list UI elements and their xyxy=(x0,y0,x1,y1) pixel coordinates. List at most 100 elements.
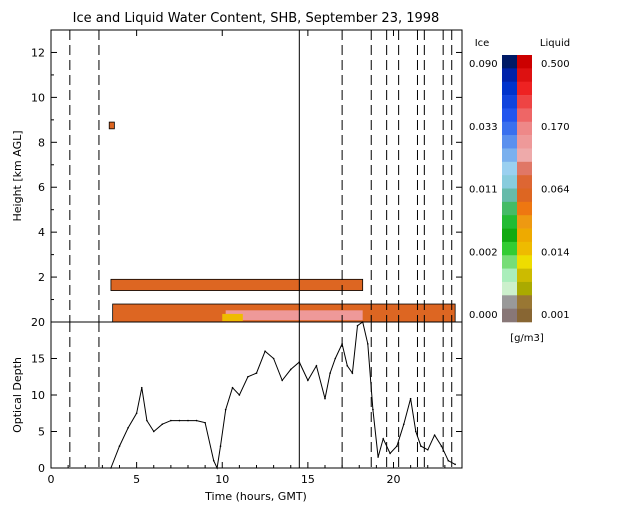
optical-depth-point xyxy=(409,397,412,400)
x-axis-label: Time (hours, GMT) xyxy=(204,490,307,503)
optical-depth-point xyxy=(454,463,456,466)
optical-depth-point xyxy=(187,419,189,422)
colorbar-ice-tick-label: 0.002 xyxy=(469,247,498,258)
colorbar-liquid-cell xyxy=(517,121,532,136)
colorbar-cells xyxy=(502,55,532,323)
colorbar-ice-cell xyxy=(502,295,517,309)
colorbar-liquid-tick-label: 0.014 xyxy=(541,247,570,258)
chart-title: Ice and Liquid Water Content, SHB, Septe… xyxy=(73,11,440,26)
optical-depth-point xyxy=(389,452,391,455)
optical-depth-point xyxy=(377,456,379,458)
optical-depth-point xyxy=(329,372,331,374)
colorbar-ice-cell xyxy=(502,161,517,176)
colorbar-ticks: 0.090 0.033 0.011 0.002 0.000 0.500 0.170 0.064… xyxy=(469,59,570,321)
optical-depth-point xyxy=(127,427,129,429)
cloud-layer-high xyxy=(108,121,115,130)
colorbar-ice-cell xyxy=(502,95,517,109)
colorbar-liquid-cell xyxy=(517,308,532,323)
lower-y-tick-label: 15 xyxy=(31,353,45,366)
water-content-panel: 2 4 6 8 10 12 Height [km AGL] xyxy=(11,29,463,323)
colorbar-ice-cell xyxy=(502,201,517,216)
optical-depth-point xyxy=(346,365,349,367)
colorbar-liquid-cell xyxy=(517,241,532,256)
colorbar-liquid-cell xyxy=(517,55,532,69)
colorbar-liquid-label: Liquid xyxy=(540,38,570,49)
lower-y-tick-label: 10 xyxy=(31,389,45,402)
optical-depth-point xyxy=(161,423,164,426)
colorbar-ice-cell xyxy=(502,255,517,269)
optical-depth-point xyxy=(334,357,337,360)
optical-depth-points xyxy=(110,321,456,469)
lower-vertical-lines xyxy=(69,322,453,468)
optical-depth-point xyxy=(272,357,275,360)
colorbar-ice-cell xyxy=(502,175,517,189)
optical-depth-point xyxy=(224,408,227,411)
cloud-layer-low-edge xyxy=(222,313,243,322)
upper-y-tick-label: 6 xyxy=(38,181,45,194)
colorbar-liquid-cell xyxy=(517,148,532,163)
colorbar-liquid-cell xyxy=(517,161,532,176)
optical-depth-point xyxy=(212,459,215,462)
colorbar-liquid-cell xyxy=(517,255,532,269)
colorbar-ice-cell xyxy=(502,55,517,69)
upper-y-tick-label: 12 xyxy=(31,46,45,59)
upper-vertical-lines xyxy=(69,30,453,322)
optical-depth-point xyxy=(367,343,369,345)
x-ticks: 0 5 10 15 20 xyxy=(48,30,446,486)
optical-depth-point xyxy=(152,430,155,433)
colorbar-ice-cell xyxy=(502,281,517,296)
colorbar-ice-cell xyxy=(502,308,517,323)
colorbar-liquid-tick-label: 0.170 xyxy=(541,122,570,133)
lower-plot-frame xyxy=(50,321,463,469)
lower-y-tick-label: 0 xyxy=(38,462,45,475)
optical-depth-point xyxy=(351,372,354,374)
colorbar-liquid-cell xyxy=(517,295,532,309)
optical-depth-point xyxy=(315,365,318,367)
colorbar-ice-cell xyxy=(502,241,517,256)
lower-y-tick-label: 20 xyxy=(31,316,45,329)
optical-depth-point xyxy=(420,445,422,447)
x-tick-label: 0 xyxy=(48,473,55,486)
colorbar-liquid-cell xyxy=(517,228,532,243)
upper-y-tick-label: 10 xyxy=(31,91,45,104)
optical-depth-point xyxy=(204,421,206,424)
colorbar-ice-label: Ice xyxy=(475,38,490,49)
colorbar-ice-cell xyxy=(502,188,517,203)
optical-depth-point xyxy=(307,379,309,382)
colorbar-unit-label: [g/m3] xyxy=(510,333,544,344)
colorbar-liquid-cell xyxy=(517,81,532,96)
colorbar-liquid-tick-label: 0.500 xyxy=(541,59,570,70)
colorbar-liquid-cell xyxy=(517,108,532,123)
optical-depth-point xyxy=(247,375,249,378)
colorbar-liquid-cell xyxy=(517,95,532,109)
colorbar-ice-tick-label: 0.011 xyxy=(469,185,498,196)
optical-depth-point xyxy=(396,445,398,447)
colorbar-liquid-cell xyxy=(517,268,532,283)
cloud-layer-mid xyxy=(110,278,364,291)
optical-depth-point xyxy=(118,445,121,447)
optical-depth-point xyxy=(140,386,143,389)
colorbar-ice-tick-label: 0.000 xyxy=(469,310,498,321)
optical-depth-point xyxy=(414,430,417,433)
optical-depth-point xyxy=(231,386,234,389)
colorbar-liquid-cell xyxy=(517,281,532,296)
colorbar-liquid-cell xyxy=(517,188,532,203)
optical-depth-point xyxy=(447,459,450,462)
optical-depth-point xyxy=(281,379,283,382)
optical-depth-series xyxy=(110,321,456,470)
optical-depth-point xyxy=(356,324,359,327)
optical-depth-point xyxy=(255,372,258,374)
colorbar-ice-cell xyxy=(502,215,517,229)
optical-depth-panel: 0 5 10 15 20 0 5 10 15 20 Optical Depth Time (ho… xyxy=(11,30,463,503)
colorbar-liquid-cell xyxy=(517,68,532,82)
colorbar-liquid-cell xyxy=(517,135,532,149)
lower-y-axis-label: Optical Depth xyxy=(11,357,24,433)
cloud-layers xyxy=(108,121,456,323)
optical-depth-point xyxy=(372,408,374,411)
optical-depth-point xyxy=(195,419,198,422)
optical-depth-point xyxy=(178,419,181,422)
colorbar-ice-tick-label: 0.090 xyxy=(469,59,498,70)
lower-y-tick-label: 5 xyxy=(38,426,45,439)
colorbar-ice-cell xyxy=(502,135,517,149)
upper-y-tick-label: 8 xyxy=(38,136,45,149)
